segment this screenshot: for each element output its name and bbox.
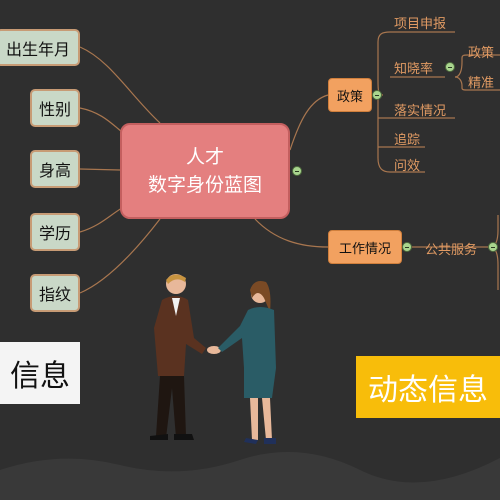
world-map-silhouette [0,452,500,500]
connector-gender [79,107,123,133]
left-node-label: 身高 [38,161,71,180]
work-status-node[interactable]: 工作情况 [328,230,402,264]
policy-child-effectiveness[interactable]: 问效 [394,159,421,174]
policy-node[interactable]: 政策 [328,78,372,112]
left-node-fingerprint[interactable]: 指纹 [30,274,80,312]
connector-policy [289,94,329,151]
left-node-birth-date[interactable]: 出生年月 [0,29,80,66]
awareness-collapse-icon[interactable] [445,62,455,72]
left-node-education[interactable]: 学历 [30,213,80,251]
connector-education [79,207,123,233]
connector-fingerprint [79,218,161,294]
work-collapse-icon[interactable] [402,242,412,252]
central-topic-line2: 数字身份蓝图 [147,174,262,196]
work-status-node-label: 工作情况 [338,241,391,257]
central-collapse-icon[interactable] [292,166,302,176]
left-node-height[interactable]: 身高 [30,150,80,188]
left-node-gender[interactable]: 性别 [30,89,80,127]
policy-child-tracking[interactable]: 追踪 [394,133,421,148]
woman-figure [218,281,276,444]
left-node-label: 性别 [38,100,71,119]
policy-child-awareness[interactable]: 知晓率 [394,62,434,77]
policy-child-implementation[interactable]: 落实情况 [394,104,447,119]
central-topic-line1: 人才 [185,145,224,168]
dynamic-info-label: 动态信息 [356,356,500,418]
awareness-child-precision[interactable]: 精准 [468,76,495,91]
public-service-collapse-icon[interactable] [488,242,498,252]
static-info-label: 信息 [0,342,80,404]
connector-height [79,168,121,171]
work-child-public-service[interactable]: 公共服务 [425,243,478,258]
handshake-illustration [150,274,276,444]
connector-birth [79,46,161,124]
left-node-label: 出生年月 [5,39,70,59]
central-topic[interactable]: 人才 数字身份蓝图 [120,123,290,219]
connector-work [254,218,329,248]
policy-collapse-icon[interactable] [372,90,382,100]
man-figure [150,274,206,440]
policy-child-project-application[interactable]: 项目申报 [394,17,447,32]
policy-bracket [377,31,391,173]
left-node-label: 指纹 [38,285,71,304]
handshake-hands [207,346,221,354]
policy-node-label: 政策 [336,89,363,105]
awareness-child-policy[interactable]: 政策 [468,46,495,61]
left-node-label: 学历 [38,224,71,243]
